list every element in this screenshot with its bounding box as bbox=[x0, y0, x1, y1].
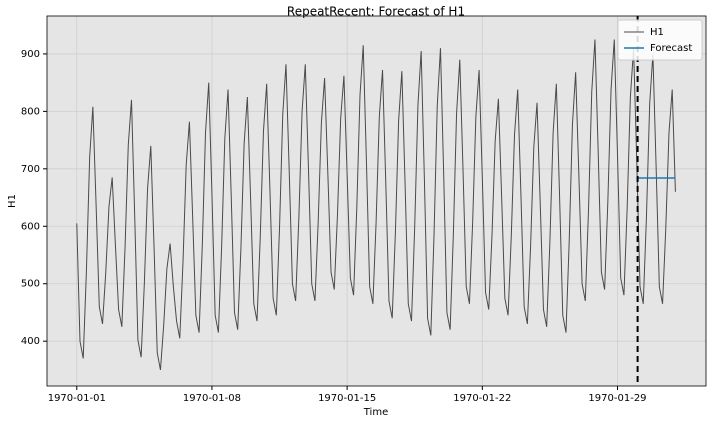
y-tick-label: 400 bbox=[21, 336, 40, 347]
x-tick-label: 1970-01-22 bbox=[453, 393, 511, 404]
x-tick-label: 1970-01-08 bbox=[183, 393, 241, 404]
x-tick-label: 1970-01-15 bbox=[318, 393, 376, 404]
y-tick-label: 500 bbox=[21, 279, 40, 290]
y-tick-label: 600 bbox=[21, 221, 40, 232]
y-axis-label: H1 bbox=[7, 194, 18, 208]
grid bbox=[47, 16, 706, 386]
plot-frame bbox=[46, 15, 707, 387]
legend-label: H1 bbox=[650, 27, 664, 38]
x-tick-label: 1970-01-29 bbox=[588, 393, 646, 404]
series-line bbox=[76, 39, 676, 371]
chart-title: RepeatRecent: Forecast of H1 bbox=[287, 5, 465, 19]
x-axis-label: Time bbox=[363, 407, 388, 418]
x-tick-label: 1970-01-01 bbox=[48, 393, 106, 404]
data bbox=[76, 16, 676, 386]
y-tick-label: 700 bbox=[21, 164, 40, 175]
legend-label: Forecast bbox=[650, 43, 692, 54]
y-tick-label: 800 bbox=[21, 106, 40, 117]
y-tick-label: 900 bbox=[21, 49, 40, 60]
legend-box bbox=[617, 19, 703, 61]
